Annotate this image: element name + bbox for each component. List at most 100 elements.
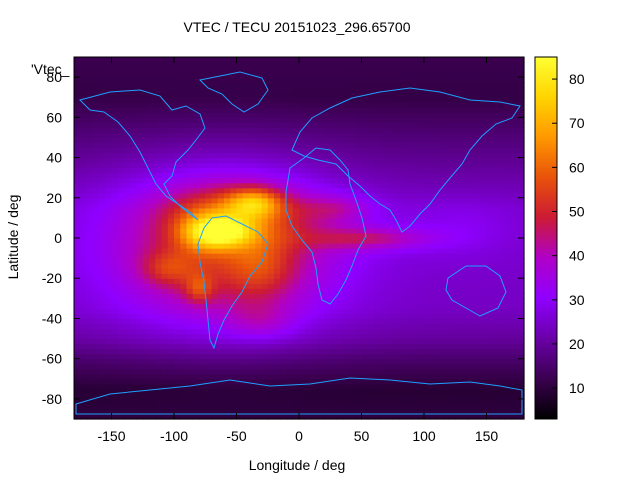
heatmap-cell: [155, 338, 163, 345]
heatmap-cell: [167, 167, 175, 174]
heatmap-cell: [224, 293, 231, 299]
heatmap-cell: [386, 172, 394, 179]
heatmap-cell: [411, 338, 419, 345]
heatmap-cell: [355, 127, 363, 134]
heatmap-cell: [249, 192, 256, 199]
heatmap-cell: [480, 398, 488, 405]
heatmap-cell: [255, 197, 263, 204]
heatmap-cell: [174, 187, 181, 194]
heatmap-cell: [349, 112, 356, 118]
heatmap-cell: [474, 243, 481, 249]
heatmap-cell: [130, 157, 138, 164]
heatmap-cell: [117, 333, 125, 340]
heatmap-cell: [230, 112, 238, 118]
heatmap-cell: [480, 378, 488, 385]
heatmap-cell: [111, 338, 119, 345]
heatmap-cell: [461, 222, 469, 229]
heatmap-cell: [361, 127, 369, 134]
heatmap-cell: [255, 152, 263, 159]
heatmap-cell: [286, 152, 294, 159]
heatmap-cell: [249, 92, 256, 98]
heatmap-cell: [211, 263, 219, 269]
heatmap-cell: [324, 217, 331, 224]
heatmap-cell: [205, 57, 213, 63]
heatmap-cell: [149, 363, 156, 370]
heatmap-cell: [205, 87, 213, 93]
heatmap-cell: [474, 328, 481, 335]
heatmap-cell: [186, 127, 194, 134]
heatmap-cell: [205, 378, 213, 385]
heatmap-cell: [399, 227, 406, 234]
heatmap-cell: [211, 127, 219, 134]
heatmap-cell: [136, 97, 144, 103]
heatmap-cell: [324, 107, 331, 113]
heatmap-cell: [361, 197, 369, 204]
heatmap-cell: [99, 207, 106, 214]
heatmap-cell: [467, 388, 475, 395]
heatmap-cell: [436, 388, 444, 395]
heatmap-cell: [136, 338, 144, 345]
heatmap-cell: [399, 263, 406, 269]
heatmap-cell: [405, 152, 413, 159]
heatmap-cell: [374, 197, 381, 204]
heatmap-cell: [161, 222, 169, 229]
heatmap-cell: [292, 323, 300, 330]
heatmap-cell: [411, 283, 419, 289]
heatmap-cell: [292, 413, 300, 420]
heatmap-cell: [186, 353, 194, 360]
heatmap-cell: [242, 162, 250, 169]
heatmap-cell: [155, 67, 163, 73]
heatmap-cell: [142, 383, 150, 390]
heatmap-cell: [336, 278, 344, 284]
heatmap-cell: [74, 192, 81, 199]
heatmap-cell: [342, 132, 350, 139]
heatmap-cell: [274, 117, 281, 123]
heatmap-cell: [411, 263, 419, 269]
heatmap-cell: [399, 398, 406, 405]
heatmap-cell: [130, 373, 138, 380]
heatmap-cell: [149, 92, 156, 98]
heatmap-cell: [130, 112, 138, 118]
heatmap-cell: [174, 117, 181, 123]
heatmap-cell: [230, 107, 238, 113]
heatmap-cell: [411, 318, 419, 325]
heatmap-cell: [474, 207, 481, 214]
heatmap-cell: [167, 313, 175, 320]
heatmap-cell: [430, 97, 438, 103]
heatmap-cell: [436, 217, 444, 224]
heatmap-cell: [242, 338, 250, 345]
heatmap-cell: [455, 413, 463, 420]
heatmap-cell: [274, 57, 281, 63]
heatmap-cell: [180, 197, 188, 204]
heatmap-cell: [461, 102, 469, 108]
heatmap-cell: [124, 197, 131, 204]
heatmap-cell: [311, 333, 319, 340]
heatmap-cell: [499, 162, 506, 169]
heatmap-cell: [411, 343, 419, 350]
heatmap-cell: [386, 363, 394, 370]
heatmap-cell: [205, 137, 213, 144]
heatmap-cell: [99, 353, 106, 360]
heatmap-cell: [111, 293, 119, 299]
heatmap-cell: [436, 207, 444, 214]
heatmap-cell: [92, 92, 100, 98]
heatmap-cell: [292, 308, 300, 315]
heatmap-cell: [292, 107, 300, 113]
heatmap-cell: [199, 162, 206, 169]
heatmap-cell: [261, 67, 269, 73]
heatmap-cell: [99, 348, 106, 355]
heatmap-cell: [492, 363, 500, 370]
heatmap-cell: [199, 328, 206, 335]
heatmap-cell: [342, 323, 350, 330]
heatmap-cell: [236, 77, 244, 83]
heatmap-cell: [492, 167, 500, 174]
heatmap-cell: [174, 122, 181, 128]
heatmap-cell: [186, 137, 194, 144]
heatmap-cell: [386, 127, 394, 134]
heatmap-cell: [192, 238, 200, 244]
heatmap-cell: [324, 232, 331, 239]
heatmap-cell: [349, 62, 356, 68]
heatmap-cell: [186, 348, 194, 355]
heatmap-cell: [280, 393, 288, 400]
heatmap-cell: [449, 243, 456, 249]
